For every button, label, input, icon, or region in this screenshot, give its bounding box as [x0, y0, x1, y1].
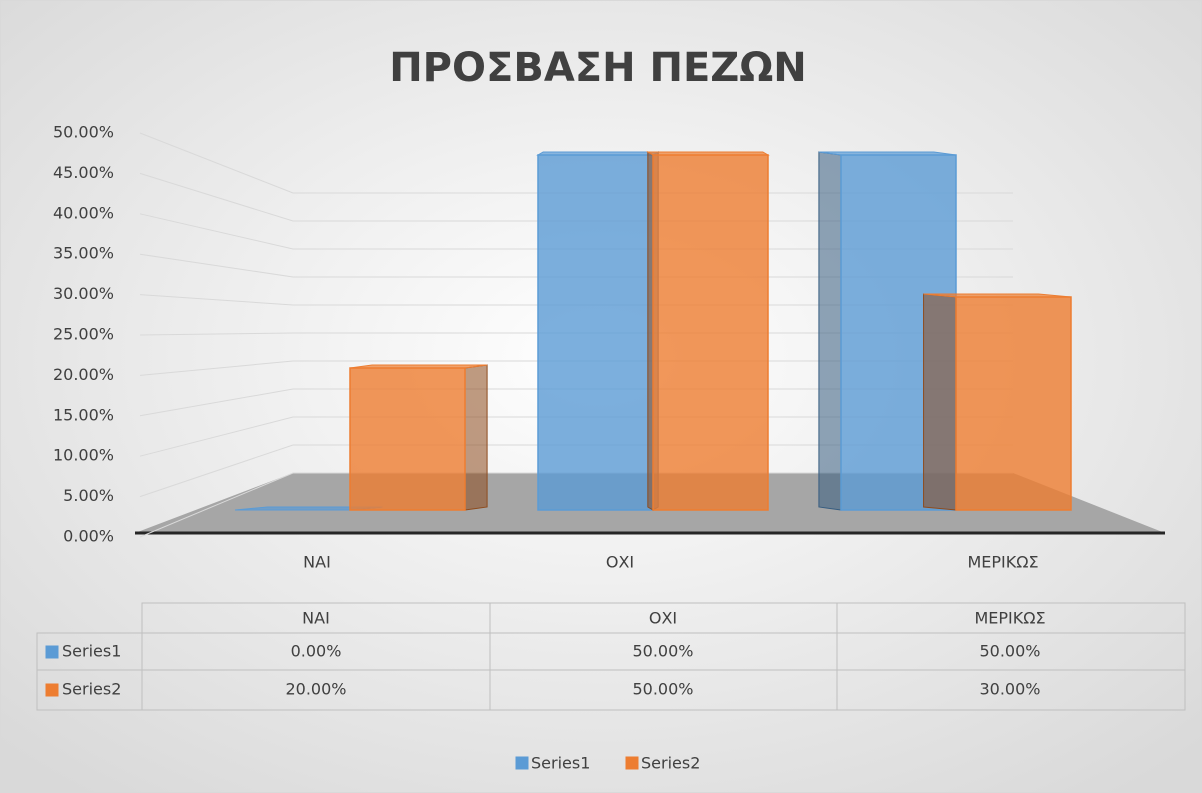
grid-line — [139, 332, 1013, 336]
y-tick-label: 5.00% — [63, 486, 114, 505]
y-tick-label: 40.00% — [53, 203, 114, 222]
grid-line — [139, 388, 1013, 417]
legend-label: Series2 — [641, 754, 700, 773]
chart-title: ΠΡΟΣΒΑΣΗ ΠΕΖΩΝ — [389, 45, 807, 91]
y-tick-label: 50.00% — [53, 123, 114, 142]
y-tick-label: 45.00% — [53, 163, 114, 182]
grid-line — [139, 472, 1013, 538]
grid-line — [139, 294, 1013, 306]
y-tick-label: 20.00% — [53, 365, 114, 384]
x-tick-label: ΟΧΙ — [606, 553, 634, 572]
bar — [955, 296, 1072, 511]
table-cell: 50.00% — [632, 642, 693, 661]
grid-line — [139, 360, 1013, 376]
table-cell: 50.00% — [632, 680, 693, 699]
bar-side — [464, 364, 488, 511]
bar — [349, 367, 466, 511]
table-legend-key — [45, 683, 59, 697]
grid-line — [139, 416, 1013, 457]
x-tick-label: ΜΕΡΙΚΩΣ — [967, 553, 1038, 572]
bar-side — [923, 293, 957, 511]
table-row-label: Series2 — [62, 680, 121, 699]
table-cell: 50.00% — [979, 642, 1040, 661]
grid-line — [139, 172, 1013, 222]
legend-key — [515, 756, 529, 770]
y-tick-label: 0.00% — [63, 527, 114, 546]
table-header: ΜΕΡΙΚΩΣ — [974, 609, 1045, 628]
y-tick-label: 25.00% — [53, 325, 114, 344]
table-header: ΟΧΙ — [649, 609, 677, 628]
table-cell: 0.00% — [291, 642, 342, 661]
table-legend-key — [45, 645, 59, 659]
y-tick-label: 30.00% — [53, 284, 114, 303]
grid-line — [139, 253, 1013, 278]
table-header: ΝΑΙ — [302, 609, 330, 628]
bar — [652, 154, 769, 511]
bar — [537, 154, 654, 511]
grid-line — [139, 132, 1013, 194]
table-cell: 30.00% — [979, 680, 1040, 699]
legend-label: Series1 — [531, 754, 590, 773]
x-tick-label: ΝΑΙ — [303, 553, 331, 572]
y-tick-label: 10.00% — [53, 446, 114, 465]
grid-line — [139, 444, 1013, 498]
y-tick-label: 15.00% — [53, 405, 114, 424]
y-tick-label: 35.00% — [53, 244, 114, 263]
legend-key — [625, 756, 639, 770]
table-cell: 20.00% — [285, 680, 346, 699]
bar-side — [818, 151, 842, 511]
table-row-label: Series1 — [62, 642, 121, 661]
data-table — [36, 602, 1186, 711]
bar-side — [647, 151, 654, 511]
grid-line — [139, 213, 1013, 250]
